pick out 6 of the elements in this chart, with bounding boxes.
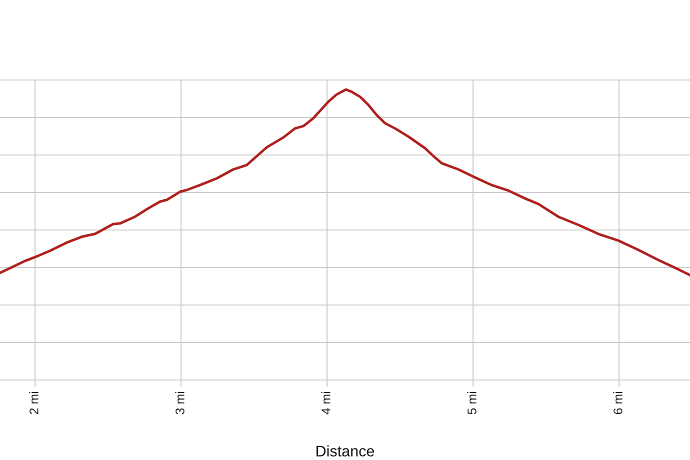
x-tick-label: 6 mi xyxy=(613,392,622,414)
x-tick-label: 5 mi xyxy=(467,392,476,414)
x-tick-label: 2 mi xyxy=(29,392,38,414)
x-tick-label: 4 mi xyxy=(321,392,330,414)
x-tick-label: 3 mi xyxy=(175,392,184,414)
x-axis-title: Distance xyxy=(316,445,374,456)
